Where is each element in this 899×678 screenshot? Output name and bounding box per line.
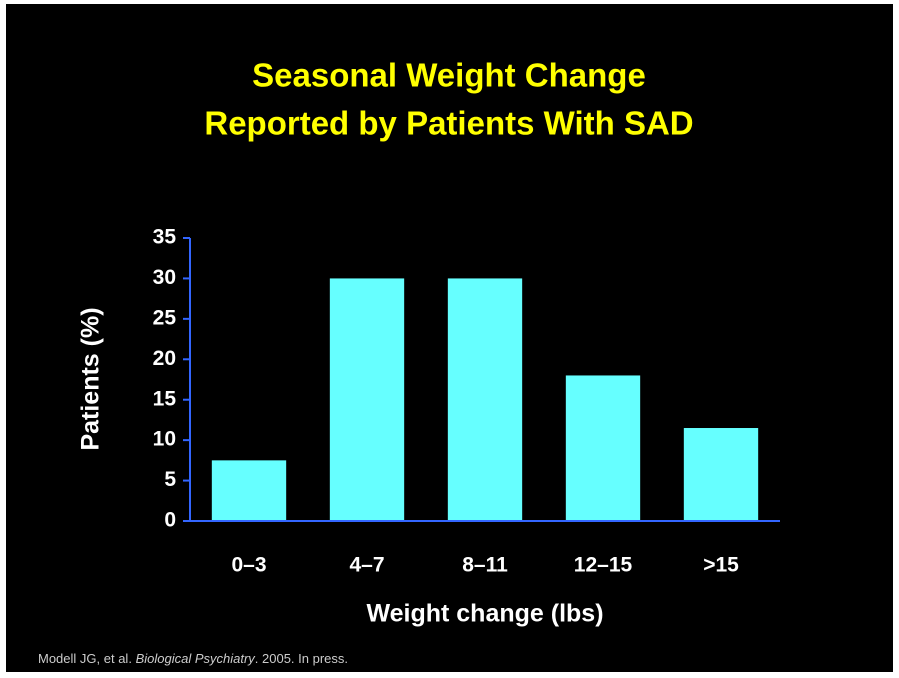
y-tick-label: 5 [164,468,176,491]
x-tick-label: >15 [703,554,739,577]
y-tick-label: 0 [164,509,176,532]
y-tick-label: 25 [153,306,177,329]
chart-title: Reported by Patients With SAD [204,105,693,142]
y-tick-label: 20 [153,347,176,370]
bar [329,278,405,521]
y-tick-label: 15 [153,387,177,410]
bar [565,375,641,521]
y-tick-label: 10 [153,428,176,451]
y-axis-label: Patients (%) [77,307,105,450]
x-tick-label: 8–11 [462,554,508,577]
bar [447,278,523,521]
source-details: . 2005. In press. [255,651,348,666]
source-authors: Modell JG, et al. [38,651,132,666]
y-tick-label: 30 [153,266,176,289]
x-tick-label: 4–7 [349,554,384,577]
bar [683,428,759,521]
x-axis-label: Weight change (lbs) [366,600,603,628]
y-tick-label: 35 [153,226,177,249]
source-note: Modell JG, et al. Biological Psychiatry.… [38,651,348,666]
x-tick-label: 12–15 [574,554,633,577]
x-tick-label: 0–3 [231,554,266,577]
chart-title: Seasonal Weight Change [252,57,646,94]
bar [211,460,287,521]
source-journal: Biological Psychiatry [136,651,257,666]
